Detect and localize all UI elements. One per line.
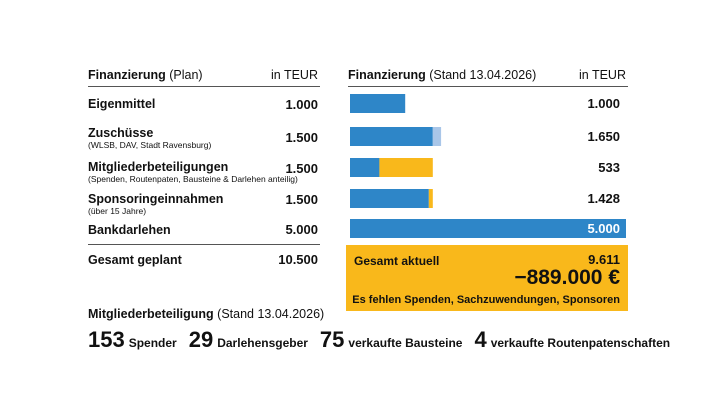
plan-subtitle: (Plan) <box>165 68 203 82</box>
plan-row-value: 5.000 <box>285 222 318 237</box>
plan-row-value: 1.500 <box>285 130 318 145</box>
bar-segment <box>350 158 380 177</box>
plan-row-value: 1.500 <box>285 161 318 176</box>
stat-label: Darlehensgeber <box>217 336 308 350</box>
stat-number: 75 <box>319 327 345 352</box>
plan-row-label: Sponsoringeinnahmen (über 15 Jahre) <box>88 192 224 216</box>
members-header: Mitgliederbeteiligung (Stand 13.04.2026) <box>88 307 324 321</box>
plan-row-label: Bankdarlehen <box>88 223 171 237</box>
current-total-label: Gesamt aktuell <box>354 254 440 268</box>
plan-row-label: Eigenmittel <box>88 97 156 111</box>
current-total-box <box>346 245 628 311</box>
plan-row-sub: (WLSB, DAV, Stadt Ravensburg) <box>88 140 212 150</box>
members-subtitle: (Stand 13.04.2026) <box>213 307 325 321</box>
current-unit: in TEUR <box>578 68 626 82</box>
plan-row-sub: (Spenden, Routenpaten, Bausteine & Darle… <box>88 174 298 184</box>
bar-value-label: 1.000 <box>587 96 620 111</box>
funding-gap-note: Es fehlen Spenden, Sachzuwendungen, Spon… <box>352 294 620 306</box>
stat-label: verkaufte Bausteine <box>348 336 463 350</box>
bar-value-label: 1.428 <box>587 191 620 206</box>
plan-row-label: Mitgliederbeteiligungen (Spenden, Routenp… <box>88 160 298 184</box>
plan-unit: in TEUR <box>270 68 318 82</box>
plan-row-sub: (über 15 Jahre) <box>88 206 147 216</box>
funding-gap-value: −889.000 € <box>514 266 620 289</box>
plan-row-value: 1.000 <box>285 97 318 112</box>
bar-segment <box>350 219 626 238</box>
bar-segment <box>428 189 433 208</box>
bar-value-label: 5.000 <box>587 221 620 236</box>
stat-number: 29 <box>188 327 214 352</box>
bar-value-label: 533 <box>598 160 620 175</box>
plan-row-label: Zuschüsse (WLSB, DAV, Stadt Ravensburg) <box>88 126 212 150</box>
current-total-value: 9.611 <box>588 252 620 267</box>
plan-total-value: 10.500 <box>278 252 318 267</box>
stat-number: 4 <box>474 327 487 352</box>
bar-segment <box>350 189 429 208</box>
bar-segment <box>432 127 442 146</box>
plan-row-value: 1.500 <box>285 192 318 207</box>
stat-number: 153 <box>88 327 125 352</box>
members-title: Mitgliederbeteiligung <box>88 307 214 321</box>
plan-total-label: Gesamt geplant <box>88 253 182 267</box>
bar-value-label: 1.650 <box>587 129 620 144</box>
current-header-rule <box>348 86 628 87</box>
plan-header-rule <box>88 86 320 87</box>
bar-segment <box>350 127 433 146</box>
plan-total-rule <box>88 244 320 245</box>
members-stats: 153 Spender 29 Darlehensgeber 75 verkauf… <box>88 327 682 353</box>
current-subtitle: (Stand 13.04.2026) <box>425 68 537 82</box>
current-title: Finanzierung <box>348 68 426 82</box>
plan-title: Finanzierung <box>88 68 166 82</box>
current-header: Finanzierung (Stand 13.04.2026) <box>348 68 536 82</box>
bar-segment <box>350 94 406 113</box>
stat-label: verkaufte Routenpatenschaften <box>490 336 671 350</box>
plan-header: Finanzierung (Plan) <box>88 68 203 82</box>
stat-label: Spender <box>128 336 177 350</box>
bar-segment <box>379 158 433 177</box>
